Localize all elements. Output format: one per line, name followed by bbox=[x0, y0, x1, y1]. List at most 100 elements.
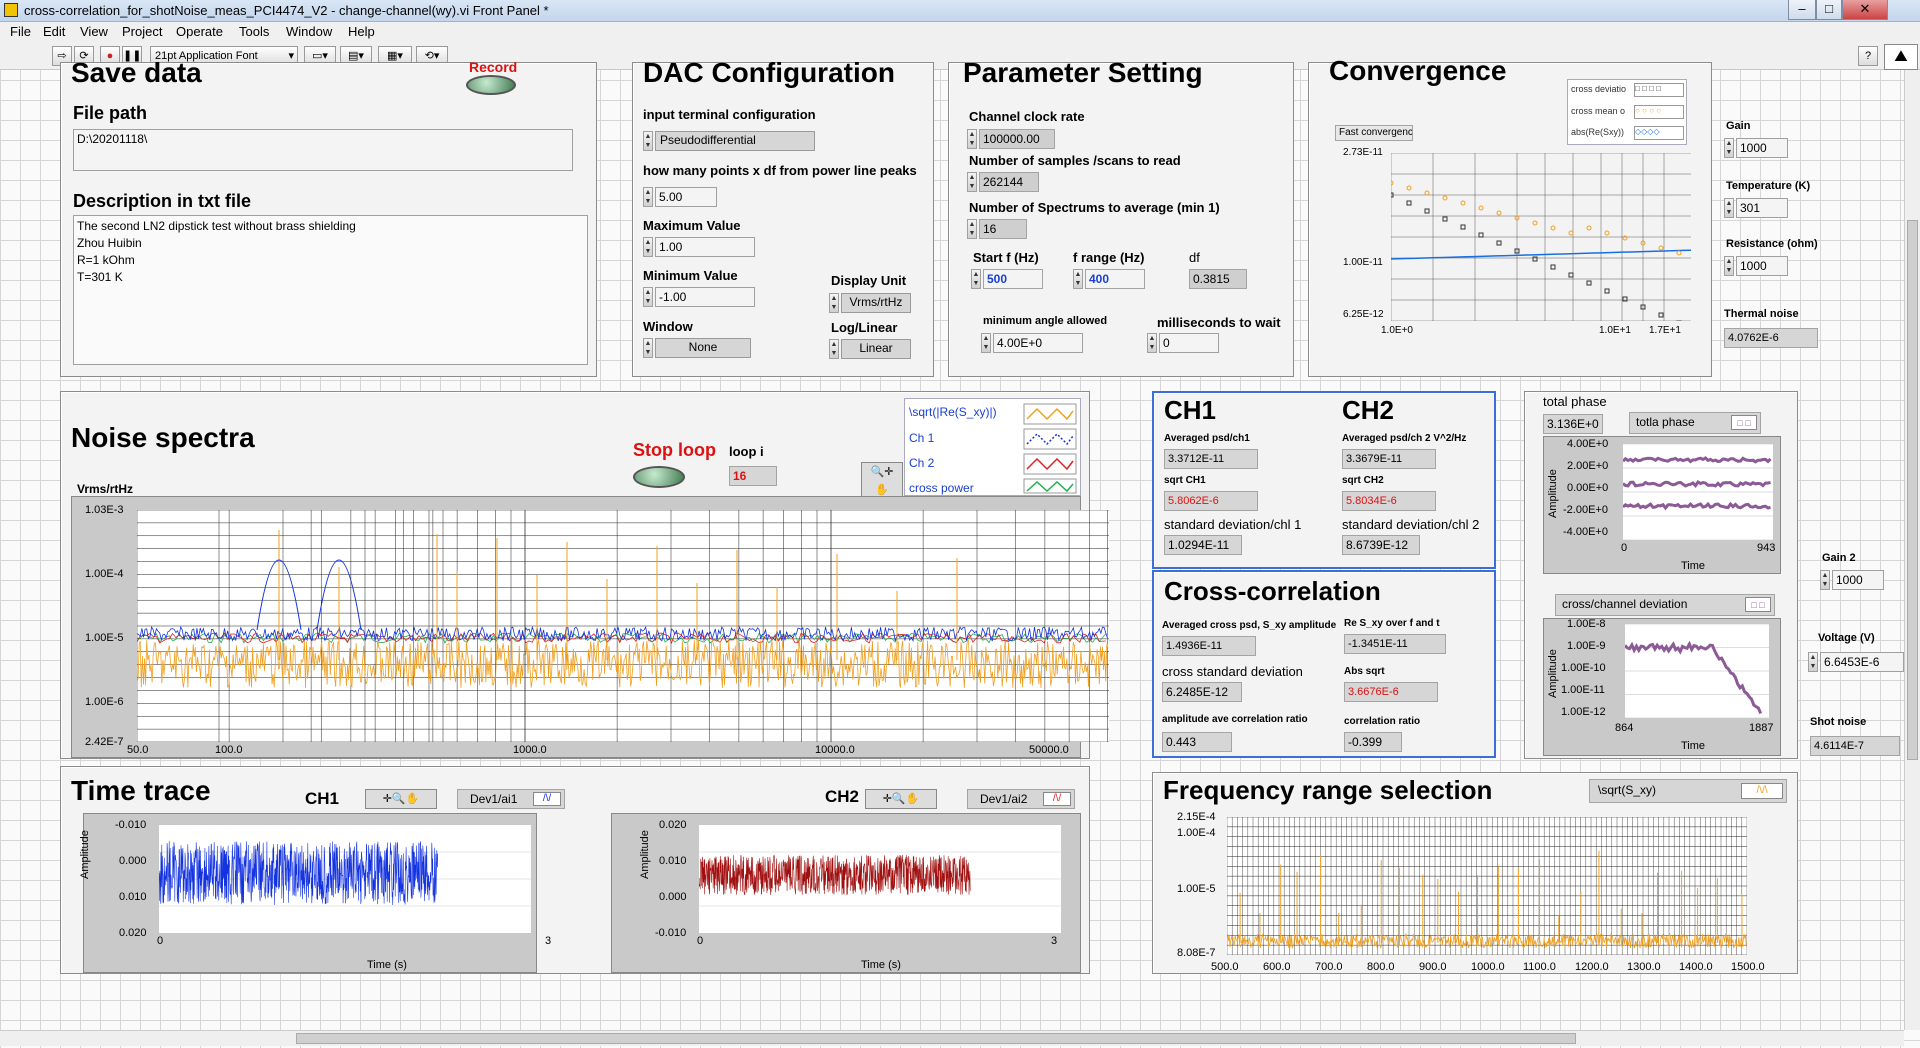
min-angle-spinner[interactable]: ▲ ▼ bbox=[981, 333, 991, 353]
maximize-button[interactable]: □ bbox=[1816, 0, 1842, 20]
points-input[interactable]: 5.00 bbox=[655, 187, 717, 207]
ch1-std-indicator: 1.0294E-11 bbox=[1164, 535, 1242, 555]
record-button[interactable] bbox=[466, 75, 516, 95]
display-unit-spinner[interactable]: ▲ ▼ bbox=[829, 293, 839, 313]
ms-wait-spinner[interactable]: ▲ ▼ bbox=[1147, 333, 1157, 353]
noise-y-tick: 1.00E-6 bbox=[85, 696, 124, 708]
time-trace-line bbox=[699, 854, 971, 895]
samples-spinner[interactable]: ▲ ▼ bbox=[967, 172, 977, 192]
pause-icon[interactable]: ❚❚ bbox=[122, 46, 142, 66]
reorder-icon[interactable]: ⟲▾ bbox=[416, 46, 448, 66]
f-range-spinner[interactable]: ▲ ▼ bbox=[1073, 269, 1083, 289]
vertical-scrollbar[interactable] bbox=[1904, 70, 1920, 1030]
clock-rate-label: Channel clock rate bbox=[969, 109, 1085, 124]
ch2-x-label: Time (s) bbox=[861, 959, 901, 971]
points-spinner[interactable]: ▲ ▼ bbox=[643, 187, 653, 207]
ccd-legend-label: cross/channel deviation bbox=[1562, 597, 1688, 611]
ch1-y-label: Amplitude bbox=[79, 830, 91, 879]
freq-x-tick: 900.0 bbox=[1419, 961, 1447, 973]
spectrums-spinner[interactable]: ▲ ▼ bbox=[967, 219, 977, 239]
ch2-trace-label: CH2 bbox=[825, 787, 860, 806]
gain2-spinner[interactable]: ▲ ▼ bbox=[1820, 570, 1830, 590]
noise-legend: \sqrt(|Re(S_xy)|) Ch 1 Ch 2 cross power bbox=[904, 398, 1081, 496]
cross-dev-point bbox=[1424, 208, 1430, 214]
menu-tools[interactable]: Tools bbox=[239, 24, 270, 39]
fast-convergence-button[interactable]: Fast convergence bbox=[1335, 125, 1413, 141]
resistance-input[interactable]: 1000 bbox=[1736, 256, 1788, 276]
log-linear-spinner[interactable]: ▲ ▼ bbox=[829, 339, 839, 359]
samples-input[interactable]: 262144 bbox=[979, 172, 1039, 192]
legend-swatches bbox=[1023, 403, 1077, 494]
freq-y-tick: 2.15E-4 bbox=[1177, 811, 1216, 823]
menu-window[interactable]: Window bbox=[286, 24, 333, 39]
max-value-input[interactable]: 1.00 bbox=[655, 237, 755, 257]
window-spinner[interactable]: ▲ ▼ bbox=[643, 338, 653, 358]
power-line-peak bbox=[316, 559, 362, 631]
minimize-button[interactable]: – bbox=[1788, 0, 1816, 20]
spectrums-input[interactable]: 16 bbox=[979, 219, 1027, 239]
log-linear-select[interactable]: Linear bbox=[841, 339, 911, 359]
legend-cross-power: cross power bbox=[909, 481, 974, 495]
menu-operate[interactable]: Operate bbox=[176, 24, 223, 39]
cross-mean-point bbox=[1550, 225, 1556, 231]
phase-x-tick: 0 bbox=[1621, 542, 1628, 554]
display-unit-select[interactable]: Vrms/rtHz bbox=[841, 293, 911, 313]
voltage-spinner[interactable]: ▲ ▼ bbox=[1808, 652, 1818, 672]
gain2-input[interactable]: 1000 bbox=[1832, 570, 1884, 590]
close-button[interactable]: ✕ bbox=[1842, 0, 1888, 20]
convergence-title: Convergence bbox=[1329, 55, 1507, 86]
ch2-graph-palette[interactable]: ✛🔍✋ bbox=[865, 789, 937, 809]
stop-loop-button[interactable] bbox=[633, 466, 685, 488]
start-f-spinner[interactable]: ▲ ▼ bbox=[971, 269, 981, 289]
window-select[interactable]: None bbox=[655, 338, 751, 358]
ms-wait-input[interactable]: 0 bbox=[1159, 333, 1219, 353]
frequency-range-title: Frequency range selection bbox=[1163, 775, 1493, 805]
menu-edit[interactable]: Edit bbox=[43, 24, 66, 39]
temperature-spinner[interactable]: ▲ ▼ bbox=[1724, 198, 1734, 218]
horizontal-scroll-thumb[interactable] bbox=[296, 1033, 1576, 1044]
input-term-spinner[interactable]: ▲ ▼ bbox=[643, 131, 653, 151]
vertical-scroll-thumb[interactable] bbox=[1907, 220, 1918, 760]
parameter-title: Parameter Setting bbox=[963, 57, 1203, 88]
min-value-spinner[interactable]: ▲ ▼ bbox=[643, 287, 653, 307]
log-linear-label: Log/Linear bbox=[831, 320, 898, 335]
horizontal-scrollbar[interactable] bbox=[0, 1030, 1904, 1046]
graph-palette[interactable]: 🔍✛ ✋ bbox=[861, 462, 903, 500]
run-arrow-icon[interactable]: ⇨ bbox=[52, 46, 72, 66]
clock-rate-spinner[interactable]: ▲ ▼ bbox=[967, 129, 977, 149]
noise-x-tick: 100.0 bbox=[215, 744, 243, 756]
cross-dev-point bbox=[1604, 288, 1610, 294]
gain-spinner[interactable]: ▲ ▼ bbox=[1724, 138, 1734, 158]
min-value-input[interactable]: -1.00 bbox=[655, 287, 755, 307]
cross-dev-point bbox=[1478, 232, 1484, 238]
menu-view[interactable]: View bbox=[80, 24, 108, 39]
description-textarea[interactable]: The second LN2 dipstick test without bra… bbox=[73, 215, 588, 365]
f-range-input[interactable]: 400 bbox=[1085, 269, 1145, 289]
align-objects-icon[interactable]: ▭▾ bbox=[304, 46, 336, 66]
ch1-graph-palette[interactable]: ✛🔍✋ bbox=[365, 789, 437, 809]
start-f-input[interactable]: 500 bbox=[983, 269, 1043, 289]
context-help-icon[interactable]: ? bbox=[1858, 46, 1878, 66]
voltage-input[interactable]: 6.6453E-6 bbox=[1820, 652, 1904, 672]
xcorr-abs-indicator: 3.6676E-6 bbox=[1344, 682, 1438, 702]
min-angle-input[interactable]: 4.00E+0 bbox=[993, 333, 1083, 353]
cross-dev-point bbox=[1442, 216, 1448, 222]
max-value-spinner[interactable]: ▲ ▼ bbox=[643, 237, 653, 257]
menu-help[interactable]: Help bbox=[348, 24, 375, 39]
menu-project[interactable]: Project bbox=[122, 24, 163, 39]
resistance-spinner[interactable]: ▲ ▼ bbox=[1724, 256, 1734, 276]
temperature-input[interactable]: 301 bbox=[1736, 198, 1788, 218]
cross-mean-point bbox=[1391, 180, 1394, 186]
ch2-sqrt-indicator: 5.8034E-6 bbox=[1342, 491, 1436, 511]
gain-input[interactable]: 1000 bbox=[1736, 138, 1788, 158]
clock-rate-input[interactable]: 100000.00 bbox=[979, 129, 1055, 149]
convergence-legend: cross deviatio cross mean o abs(Re(Sxy))… bbox=[1567, 79, 1687, 145]
ch1-y-tick: 0.000 bbox=[119, 855, 147, 867]
freq-y-tick: 1.00E-4 bbox=[1177, 827, 1216, 839]
ccd-legend: cross/channel deviation □ □ bbox=[1555, 594, 1775, 616]
menu-file[interactable]: File bbox=[10, 24, 31, 39]
file-path-input[interactable]: D:\20201118\ bbox=[73, 129, 573, 171]
cross-dev-point bbox=[1640, 304, 1646, 310]
legend-abs-re: abs(Re(Sxy)) bbox=[1571, 127, 1625, 137]
input-term-select[interactable]: Pseudodifferential bbox=[655, 131, 815, 151]
